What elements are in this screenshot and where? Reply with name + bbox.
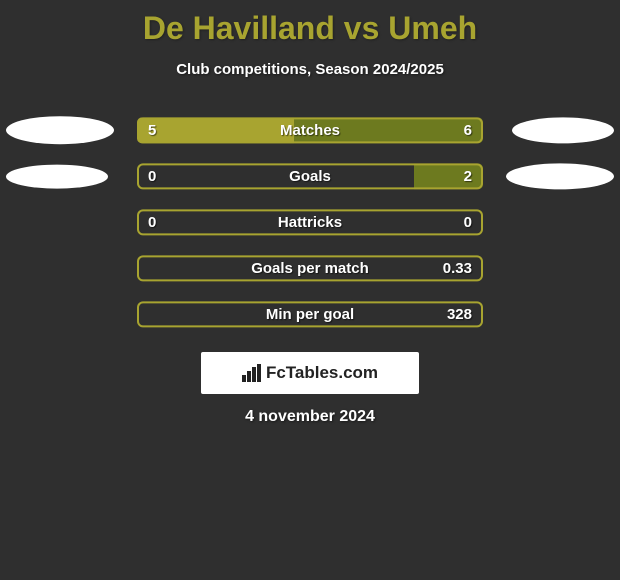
- stat-bar: 328Min per goal: [137, 301, 483, 327]
- stat-bar-fill-right: [414, 163, 483, 189]
- stat-row: 02Goals: [0, 156, 620, 202]
- stat-bar: 02Goals: [137, 163, 483, 189]
- stat-label: Goals per match: [137, 260, 483, 277]
- stat-row: 0 0Hattricks: [0, 202, 620, 248]
- player-marker-left: [6, 116, 114, 144]
- stat-row: 0.33Goals per match: [0, 248, 620, 294]
- stat-bar: 56Matches: [137, 117, 483, 143]
- page-subtitle: Club competitions, Season 2024/2025: [0, 61, 620, 78]
- stat-label: Hattricks: [137, 214, 483, 231]
- stat-value-right: 328: [447, 306, 472, 323]
- stat-row: 328Min per goal: [0, 294, 620, 340]
- brand-text: FcTables.com: [266, 363, 378, 383]
- page-title: De Havilland vs Umeh: [0, 0, 620, 47]
- comparison-chart: 56Matches02Goals00Hattricks0.33Goals per…: [0, 110, 620, 340]
- player-marker-right: [512, 117, 614, 143]
- date-label: 4 november 2024: [0, 408, 620, 426]
- stat-value-right: 0: [464, 214, 472, 231]
- stat-bar: 0.33Goals per match: [137, 255, 483, 281]
- stat-value-left: 0: [148, 214, 156, 231]
- stat-row: 56Matches: [0, 110, 620, 156]
- stat-bar-fill-left: [137, 117, 294, 143]
- bar-chart-icon: [242, 364, 262, 382]
- stat-value-right: 6: [464, 122, 472, 139]
- brand-badge[interactable]: FcTables.com: [201, 352, 419, 394]
- stat-bar-fill-right: [294, 117, 483, 143]
- stat-value-right: 0.33: [443, 260, 472, 277]
- player-marker-left: [6, 165, 108, 189]
- stat-value-left: 5: [148, 122, 156, 139]
- stat-value-left: 0: [148, 168, 156, 185]
- stat-bar: 0 0Hattricks: [137, 209, 483, 235]
- stat-value-right: 2: [464, 168, 472, 185]
- stat-label: Min per goal: [137, 306, 483, 323]
- player-marker-right: [506, 163, 614, 189]
